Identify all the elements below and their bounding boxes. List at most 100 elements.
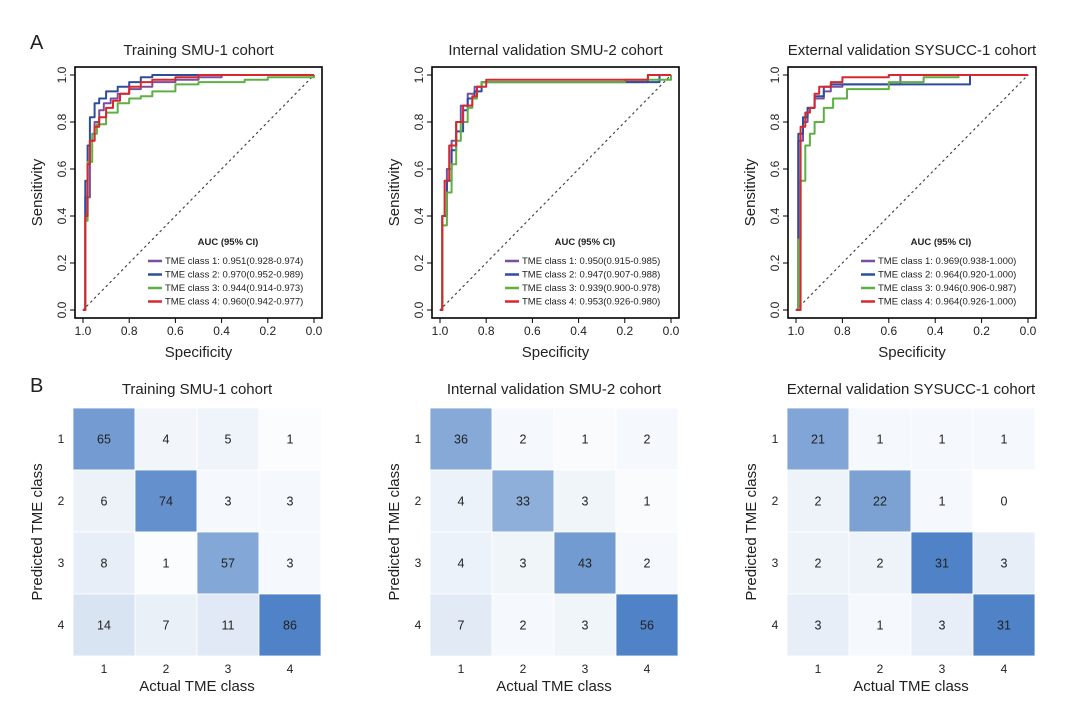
- x-tick-label: 0.0: [306, 324, 323, 338]
- y-category-label: 1: [58, 432, 65, 446]
- x-category-label: 3: [939, 662, 946, 676]
- y-tick-label: 0.2: [412, 254, 426, 271]
- matrix-cell-value: 74: [159, 495, 173, 509]
- y-axis-label: Predicted TME class: [29, 463, 46, 600]
- y-tick-label: 1.0: [412, 66, 426, 83]
- matrix-cell-value: 1: [287, 433, 294, 447]
- y-category-label: 2: [415, 494, 422, 508]
- matrix-cell-value: 0: [1001, 495, 1008, 509]
- matrix-title: External validation SYSUCC-1 cohort: [787, 381, 1036, 398]
- roc-curve-class-3: [440, 75, 672, 311]
- x-tick-label: 0.2: [616, 324, 633, 338]
- y-tick-label: 1.0: [55, 66, 69, 83]
- legend-entry-class-4: TME class 4: 0.964(0.926-1.000): [878, 297, 1016, 308]
- matrix-cell: [786, 407, 850, 471]
- legend-entry-class-2: TME class 2: 0.947(0.907-0.988): [522, 270, 660, 281]
- matrix-cell-value: 8: [101, 557, 108, 571]
- matrix-cell-value: 1: [939, 495, 946, 509]
- matrix-cell: [910, 531, 974, 595]
- x-tick-label: 0.6: [167, 324, 184, 338]
- matrix-cell-value: 3: [225, 495, 232, 509]
- matrix-cell-value: 1: [644, 495, 651, 509]
- legend-entry-class-3: TME class 3: 0.939(0.900-0.978): [522, 283, 660, 294]
- matrix-cell-value: 2: [520, 433, 527, 447]
- x-category-label: 4: [644, 662, 651, 676]
- matrix-cell: [134, 593, 198, 657]
- x-tick-label: 0.4: [927, 324, 944, 338]
- matrix-cell-value: 56: [640, 619, 654, 633]
- matrix-cell-value: 1: [582, 433, 589, 447]
- x-tick-label: 0.4: [570, 324, 587, 338]
- matrix-cell-value: 6: [101, 495, 108, 509]
- matrix-cell: [615, 407, 679, 471]
- y-category-label: 1: [415, 432, 422, 446]
- matrix-cell-value: 3: [520, 557, 527, 571]
- x-tick-label: 0.2: [973, 324, 990, 338]
- legend-entry-class-1: TME class 1: 0.951(0.928-0.974): [165, 256, 303, 267]
- matrix-cell: [72, 531, 136, 595]
- x-axis-label: Specificity: [165, 344, 233, 361]
- matrix-cell-value: 33: [516, 495, 530, 509]
- y-category-label: 4: [415, 618, 422, 632]
- matrix-cell: [553, 593, 617, 657]
- legend-entry-class-1: TME class 1: 0.950(0.915-0.985): [522, 256, 660, 267]
- matrix-cell-value: 1: [877, 619, 884, 633]
- matrix-cell-value: 1: [939, 433, 946, 447]
- x-tick-label: 0.4: [213, 324, 230, 338]
- legend-title: AUC (95% CI): [555, 237, 616, 248]
- x-tick-label: 1.0: [432, 324, 449, 338]
- matrix-cell-value: 4: [163, 433, 170, 447]
- matrix-cell: [910, 407, 974, 471]
- x-tick-label: 0.8: [121, 324, 138, 338]
- matrix-cell-value: 3: [287, 495, 294, 509]
- matrix-cell: [615, 593, 679, 657]
- legend-entry-class-2: TME class 2: 0.964(0.920-1.000): [878, 270, 1016, 281]
- reference-diagonal: [82, 74, 315, 311]
- roc-title: External validation SYSUCC-1 cohort: [788, 42, 1037, 59]
- matrix-cell-value: 31: [935, 557, 949, 571]
- matrix-cell-value: 36: [454, 433, 468, 447]
- x-category-label: 1: [458, 662, 465, 676]
- plot-frame: [787, 66, 1037, 319]
- matrix-cell-value: 43: [578, 557, 592, 571]
- matrix-cell: [553, 407, 617, 471]
- roc-title: Internal validation SMU-2 cohort: [448, 42, 663, 59]
- x-tick-label: 0.2: [259, 324, 276, 338]
- matrix-cell: [910, 469, 974, 533]
- legend-entry-class-1: TME class 1: 0.969(0.938-1.000): [878, 256, 1016, 267]
- x-tick-label: 1.0: [75, 324, 92, 338]
- y-tick-label: 0.4: [412, 207, 426, 224]
- y-tick-label: 0.0: [55, 301, 69, 318]
- roc-curve-class-4: [440, 74, 671, 311]
- x-axis-label: Specificity: [522, 344, 590, 361]
- matrix-cell-value: 4: [458, 495, 465, 509]
- matrix-cell: [910, 593, 974, 657]
- matrix-cell-value: 21: [811, 433, 825, 447]
- y-category-label: 4: [772, 618, 779, 632]
- matrix-cell-value: 57: [221, 557, 235, 571]
- y-category-label: 3: [772, 556, 779, 570]
- matrix-cell-value: 2: [644, 557, 651, 571]
- matrix-cell-value: 1: [163, 557, 170, 571]
- matrix-cell: [972, 469, 1036, 533]
- y-tick-label: 0.2: [768, 254, 782, 271]
- roc-chart-2: Internal validation SMU-2 cohort 1.0 0.8 0.…: [386, 42, 680, 361]
- y-tick-label: 0.0: [412, 301, 426, 318]
- matrix-cell-value: 5: [225, 433, 232, 447]
- matrix-cell-value: 2: [815, 495, 822, 509]
- x-category-label: 3: [582, 662, 589, 676]
- y-tick-label: 0.4: [768, 207, 782, 224]
- x-tick-label: 0.6: [524, 324, 541, 338]
- matrix-cell: [258, 407, 322, 471]
- matrix-cell-value: 3: [939, 619, 946, 633]
- x-tick-label: 0.0: [1020, 324, 1037, 338]
- matrix-cell-value: 3: [582, 495, 589, 509]
- y-tick-label: 0.6: [768, 160, 782, 177]
- y-tick-label: 0.8: [55, 113, 69, 130]
- matrix-cell: [429, 407, 493, 471]
- roc-chart-1: Training SMU-1 cohort 1.0 0.8 0.6 0.4 0.2 0.0 0…: [29, 42, 323, 361]
- x-category-label: 1: [101, 662, 108, 676]
- matrix-cell-value: 2: [877, 557, 884, 571]
- matrix-cell: [258, 531, 322, 595]
- roc-chart-3: External validation SYSUCC-1 cohort 1.0 0.…: [742, 42, 1037, 361]
